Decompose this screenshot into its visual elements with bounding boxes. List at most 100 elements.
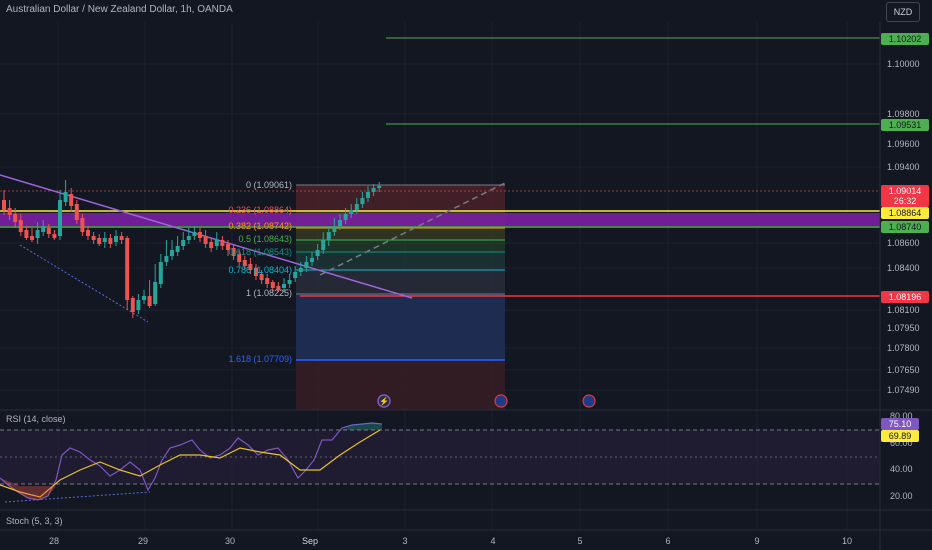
candle-body bbox=[220, 240, 225, 246]
candle-body bbox=[142, 296, 146, 300]
candle-body bbox=[214, 240, 219, 246]
stoch-label[interactable]: Stoch (5, 3, 3) bbox=[6, 516, 63, 526]
fib-level-label: 0.618 (1.08543) bbox=[228, 247, 292, 257]
time-tick-label: Sep bbox=[302, 536, 318, 546]
candle-body bbox=[209, 242, 214, 248]
candle-body bbox=[52, 234, 57, 238]
candle-body bbox=[231, 248, 236, 256]
fib-level-label: 0.382 (1.08742) bbox=[228, 221, 292, 231]
price-tick-label: 1.07950 bbox=[887, 323, 920, 333]
candle-body bbox=[259, 274, 264, 280]
candle-body bbox=[304, 262, 309, 268]
price-tick-label: 1.07650 bbox=[887, 365, 920, 375]
price-tick-label: 1.07490 bbox=[887, 385, 920, 395]
candle-body bbox=[377, 186, 382, 188]
candle-body bbox=[147, 296, 152, 306]
candle-body bbox=[287, 280, 292, 284]
rsi-label[interactable]: RSI (14, close) bbox=[6, 414, 66, 424]
flag-event-icon[interactable] bbox=[494, 394, 508, 408]
dashed-projection bbox=[319, 182, 506, 276]
candle-body bbox=[175, 246, 180, 252]
currency-button[interactable]: NZD bbox=[886, 2, 920, 22]
candle-body bbox=[158, 262, 163, 284]
candle-body bbox=[108, 238, 113, 244]
candle-body bbox=[282, 284, 286, 288]
rsi-tick-label: 20.00 bbox=[890, 491, 913, 501]
flag-event-icon[interactable] bbox=[582, 394, 596, 408]
dotted-trend bbox=[19, 244, 149, 323]
price-tick-label: 1.10000 bbox=[887, 59, 920, 69]
time-tick-label: 30 bbox=[225, 536, 235, 546]
candle-body bbox=[349, 210, 354, 214]
candle-body bbox=[360, 198, 365, 204]
candle-body bbox=[315, 250, 320, 256]
candle-body bbox=[41, 226, 46, 232]
time-tick-label: 5 bbox=[577, 536, 582, 546]
rsi-line bbox=[0, 422, 383, 501]
time-tick-label: 3 bbox=[402, 536, 407, 546]
candle-body bbox=[270, 282, 275, 288]
candle-body bbox=[18, 220, 23, 232]
candle-body bbox=[371, 188, 376, 192]
candle-body bbox=[276, 286, 281, 290]
time-tick-label: 4 bbox=[490, 536, 495, 546]
fib-level-label: 0.5 (1.08643) bbox=[238, 234, 292, 244]
candle-body bbox=[24, 230, 29, 238]
candle-body bbox=[192, 232, 197, 236]
rsi-axis[interactable]: 80.00 60.00 40.00 20.00 bbox=[890, 411, 913, 501]
candle-body bbox=[58, 200, 62, 236]
svg-text:69.89: 69.89 bbox=[889, 431, 912, 441]
chart-title: Australian Dollar / New Zealand Dollar, … bbox=[6, 4, 233, 15]
time-tick-label: 29 bbox=[138, 536, 148, 546]
rsi-pane[interactable] bbox=[0, 422, 880, 503]
candle-body bbox=[153, 282, 158, 304]
candle-body bbox=[164, 256, 169, 262]
time-tick-label: 28 bbox=[49, 536, 59, 546]
candle-body bbox=[114, 236, 118, 242]
price-tick-label: 1.07800 bbox=[887, 343, 920, 353]
fib-level-label: 0.786 (1.08404) bbox=[228, 265, 292, 275]
svg-text:26:32: 26:32 bbox=[894, 196, 917, 206]
svg-text:1.09014: 1.09014 bbox=[889, 186, 922, 196]
price-tick-label: 1.08400 bbox=[887, 263, 920, 273]
svg-text:⚡: ⚡ bbox=[379, 396, 389, 406]
svg-text:75.10: 75.10 bbox=[889, 419, 912, 429]
price-tick-label: 1.08100 bbox=[887, 305, 920, 315]
candle-body bbox=[136, 300, 141, 310]
lightning-event-icon[interactable] bbox=[377, 394, 391, 408]
event-icons[interactable]: ⚡ bbox=[377, 394, 596, 408]
rsi-ma-line bbox=[0, 429, 381, 498]
purple-zone[interactable] bbox=[0, 213, 880, 226]
candle-body bbox=[366, 192, 370, 198]
candle-body bbox=[343, 214, 348, 220]
candle-body bbox=[198, 232, 202, 238]
candle-body bbox=[354, 204, 359, 210]
candle-body bbox=[97, 238, 102, 244]
time-axis[interactable]: 28 29 30 Sep 3 4 5 6 9 10 bbox=[49, 536, 852, 546]
candle-body bbox=[298, 268, 303, 272]
candle-body bbox=[310, 258, 314, 262]
svg-text:1.10202: 1.10202 bbox=[889, 34, 922, 44]
candle-body bbox=[326, 232, 331, 240]
candle-body bbox=[265, 278, 270, 284]
candle-body bbox=[69, 194, 74, 206]
svg-text:1.09531: 1.09531 bbox=[889, 120, 922, 130]
candle-body bbox=[332, 226, 337, 232]
candle-body bbox=[86, 230, 90, 236]
price-tick-label: 1.09800 bbox=[887, 109, 920, 119]
candle-body bbox=[102, 238, 107, 242]
fib-level-label: 0.236 (1.08864) bbox=[228, 205, 292, 215]
svg-text:1.08864: 1.08864 bbox=[889, 208, 922, 218]
svg-text:1.08740: 1.08740 bbox=[889, 222, 922, 232]
candle-body bbox=[125, 238, 130, 300]
rsi-tick-label: 40.00 bbox=[890, 464, 913, 474]
fib-level-label: 1 (1.08225) bbox=[246, 288, 292, 298]
price-tick-label: 1.09400 bbox=[887, 162, 920, 172]
svg-text:1.08196: 1.08196 bbox=[889, 292, 922, 302]
candle-body bbox=[170, 250, 174, 256]
candle-body bbox=[242, 260, 247, 266]
fib-level-label: 0 (1.09061) bbox=[246, 180, 292, 190]
candle-body bbox=[13, 214, 18, 222]
